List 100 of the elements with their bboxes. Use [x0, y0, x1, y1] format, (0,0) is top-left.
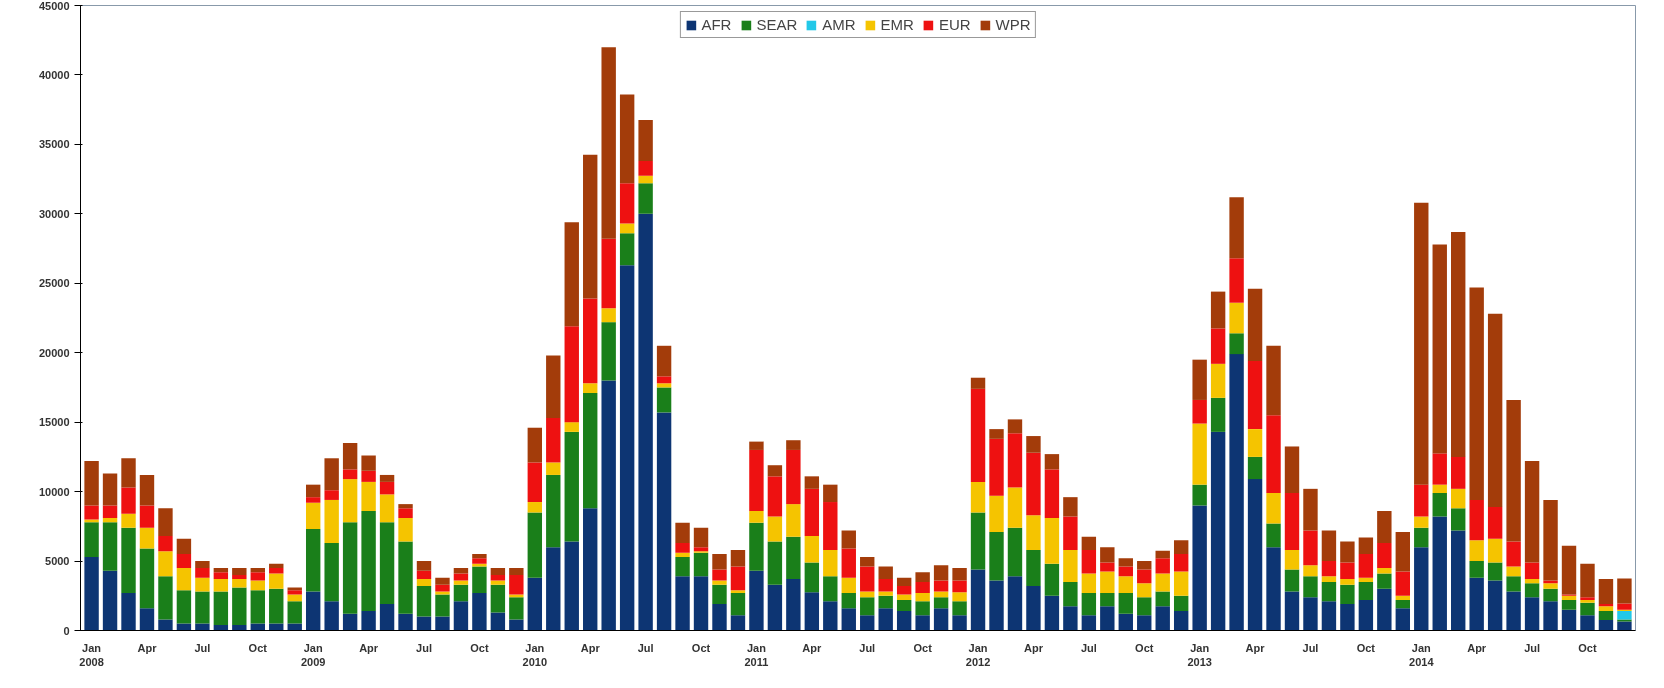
bar — [1210, 397, 1226, 432]
bar — [102, 473, 118, 506]
bar — [712, 554, 727, 570]
bar — [989, 438, 1004, 496]
bar — [989, 580, 1004, 631]
bar — [1284, 493, 1300, 550]
bar — [804, 562, 820, 593]
bar — [398, 613, 413, 631]
bar — [749, 511, 764, 523]
bar — [693, 547, 709, 552]
bar — [841, 530, 856, 549]
bar — [158, 508, 173, 537]
bar — [1007, 576, 1023, 631]
bar — [250, 590, 265, 624]
bar — [1377, 588, 1392, 631]
bar — [730, 615, 746, 631]
bar — [1321, 530, 1337, 562]
bar — [1192, 423, 1207, 485]
bar — [1377, 511, 1392, 543]
bar — [896, 611, 912, 631]
bar — [139, 474, 155, 506]
bar — [1469, 561, 1484, 578]
bar — [509, 619, 524, 631]
bar — [767, 516, 783, 542]
bar — [509, 594, 524, 598]
bar — [269, 568, 284, 574]
bar — [693, 527, 709, 548]
bar — [841, 548, 856, 578]
bar — [158, 536, 173, 552]
bar — [1118, 558, 1133, 567]
bar — [324, 490, 339, 500]
x-tick-label: Jul — [1524, 641, 1541, 654]
y-tick-label: 15000 — [38, 416, 70, 429]
bar — [305, 591, 321, 631]
bar — [1229, 197, 1244, 259]
bar — [564, 431, 579, 542]
x-tick-label: Apr — [580, 641, 601, 654]
bar — [804, 536, 820, 563]
bar — [1284, 446, 1300, 493]
bar — [546, 355, 561, 418]
x-tick-label: Jul — [1302, 641, 1319, 654]
bar — [1100, 547, 1115, 563]
bar — [1192, 399, 1207, 424]
bar — [1118, 593, 1133, 614]
bar — [1210, 328, 1226, 364]
bar — [1081, 593, 1097, 616]
bar — [1192, 359, 1207, 400]
bar — [1173, 611, 1189, 631]
bar — [398, 518, 413, 542]
bar — [342, 479, 358, 523]
bar — [287, 601, 302, 624]
bar — [379, 494, 395, 523]
bar — [1100, 593, 1115, 607]
bar — [1598, 604, 1614, 607]
bar — [158, 576, 173, 620]
bar — [1118, 613, 1133, 631]
bar — [1063, 606, 1078, 631]
y-tick-label: 30000 — [38, 207, 70, 220]
x-tick-label: Jan 2008 — [79, 641, 104, 668]
bar — [1044, 595, 1060, 631]
bar — [1598, 611, 1614, 621]
bar — [84, 461, 99, 506]
bar — [84, 556, 99, 631]
bar — [1247, 361, 1263, 430]
bar — [1155, 558, 1170, 574]
bar — [1137, 615, 1152, 631]
bar — [1284, 569, 1300, 592]
bar — [546, 474, 561, 548]
bar — [453, 568, 469, 574]
bar — [139, 548, 155, 609]
x-tick-label: Jan 2012 — [965, 641, 991, 668]
x-tick-label: Oct — [1578, 641, 1597, 654]
bar — [176, 538, 192, 555]
bar — [1229, 302, 1244, 334]
bar — [1617, 621, 1632, 631]
bar — [952, 580, 967, 593]
bar — [1173, 595, 1189, 612]
x-tick-label: Jan 2011 — [744, 641, 769, 668]
bar — [361, 511, 376, 612]
bar — [1321, 601, 1337, 631]
bar — [1414, 202, 1429, 485]
bar — [823, 502, 838, 550]
bar — [804, 592, 820, 631]
bar — [823, 601, 838, 631]
x-tick-label: Jul — [416, 641, 432, 654]
bar — [656, 345, 672, 377]
bar — [379, 604, 395, 631]
bar — [232, 568, 247, 575]
bar — [472, 558, 487, 564]
bar — [1414, 527, 1429, 548]
x-tick-label: Jul — [859, 641, 876, 654]
y-tick-label: 0 — [63, 624, 70, 637]
bar — [139, 527, 155, 549]
bar — [324, 543, 339, 602]
bar — [1469, 577, 1484, 631]
bar — [1063, 581, 1078, 607]
bar — [1487, 506, 1503, 539]
bar — [1229, 258, 1244, 303]
bar — [989, 429, 1004, 439]
bar — [1284, 591, 1300, 631]
